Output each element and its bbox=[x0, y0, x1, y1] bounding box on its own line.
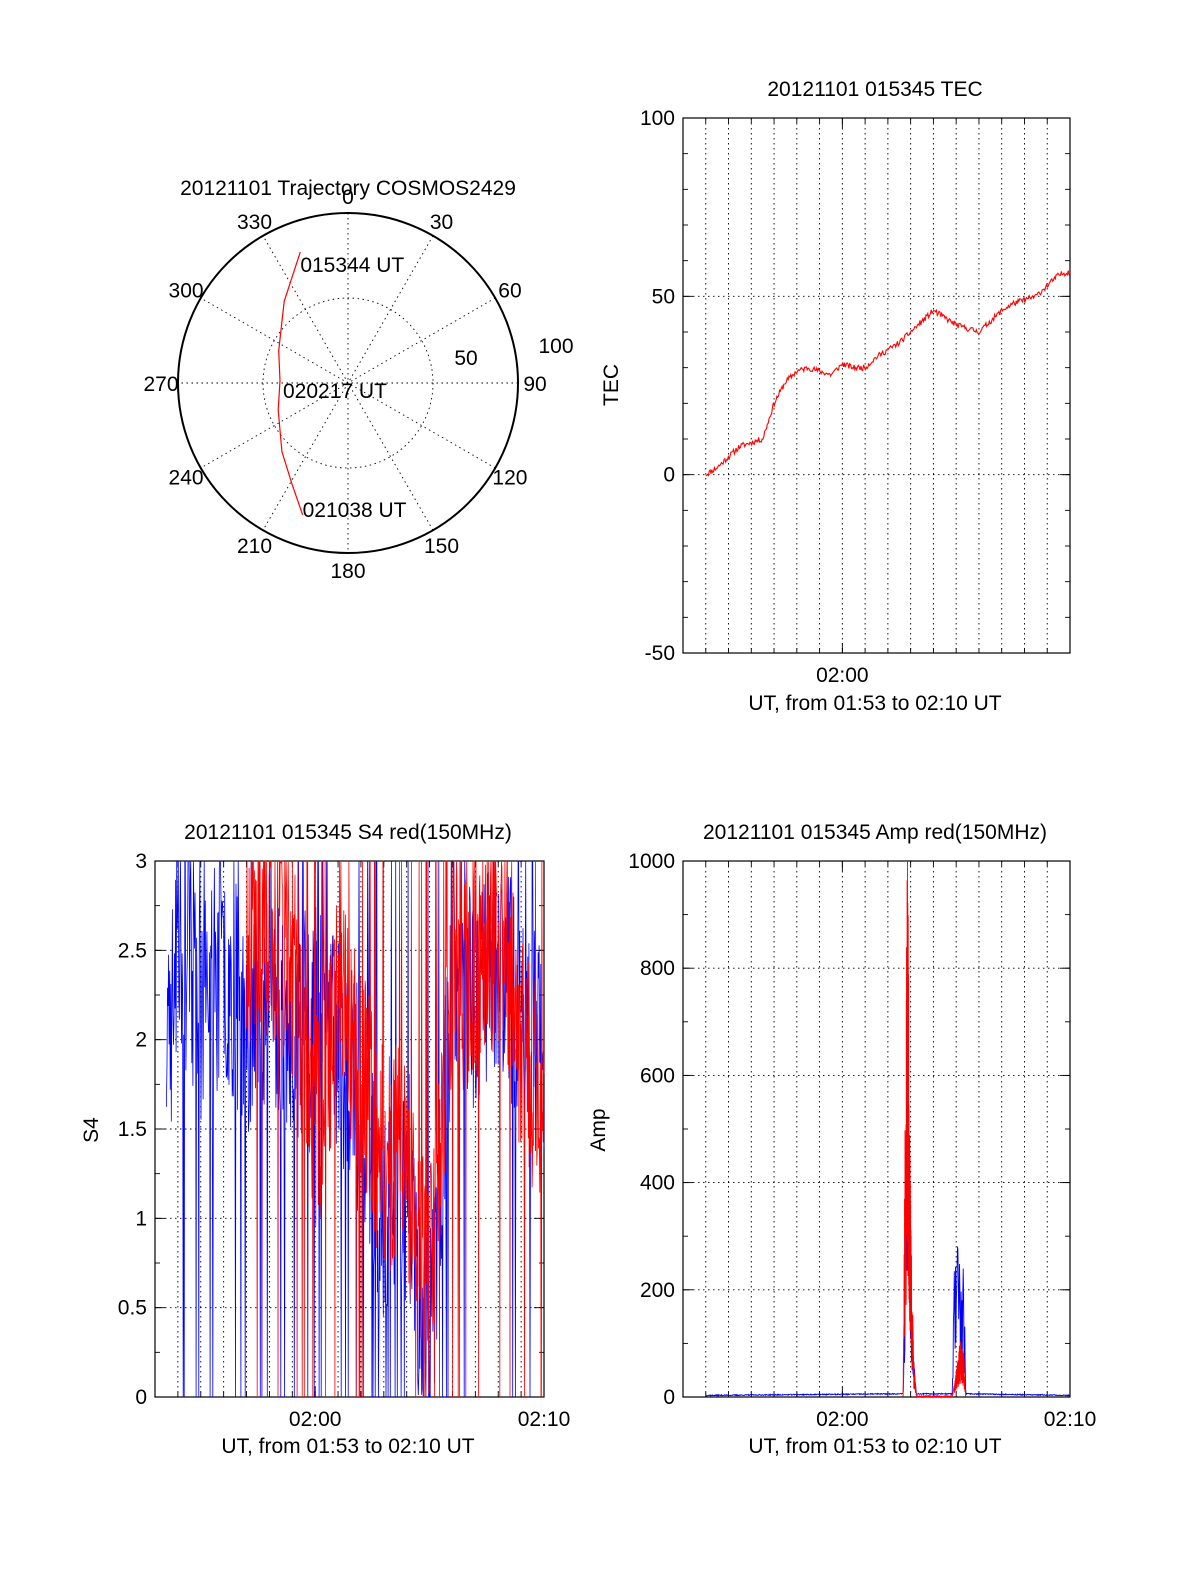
trajectory-end-label: 021038 UT bbox=[303, 499, 407, 522]
polar-ring-50 bbox=[262, 297, 434, 469]
polar-title: 20121101 Trajectory COSMOS2429 bbox=[180, 177, 516, 200]
y-tick-label: 3 bbox=[135, 850, 147, 873]
y-tick-label: 1000 bbox=[628, 850, 675, 873]
tec-ylabel: TEC bbox=[600, 364, 623, 406]
s4-series bbox=[166, 860, 545, 1398]
x-tick-label: 02:10 bbox=[1044, 1408, 1097, 1431]
s4-title: 20121101 015345 S4 red(150MHz) bbox=[184, 821, 512, 844]
azimuth-label-180: 180 bbox=[330, 560, 365, 583]
polar-radial-label-50: 50 bbox=[454, 347, 477, 370]
azimuth-label-240: 240 bbox=[169, 467, 204, 490]
y-tick-label: 50 bbox=[652, 285, 675, 308]
series-line-1 bbox=[246, 860, 545, 1398]
azimuth-label-300: 300 bbox=[169, 280, 204, 303]
y-tick-label: -50 bbox=[645, 642, 675, 665]
azimuth-label-0: 0 bbox=[342, 186, 354, 209]
s4-xlabel: UT, from 01:53 to 02:10 UT bbox=[221, 1435, 474, 1458]
polar-radial-label-100: 100 bbox=[538, 335, 573, 358]
polar-ring-100 bbox=[177, 212, 519, 554]
series-line-0 bbox=[705, 1158, 1071, 1397]
tec-title: 20121101 015345 TEC bbox=[767, 78, 982, 101]
polar-azimuth-labels: 0 30 60 90 120 150 180 210 240 270 300 330 bbox=[143, 186, 546, 583]
azimuth-label-90: 90 bbox=[523, 373, 546, 396]
tec-panel: 20121101 015345 TEC -50 0 50 100 02:00 UT, f… bbox=[600, 78, 1071, 715]
y-tick-label: 2.5 bbox=[118, 939, 147, 962]
tec-series bbox=[705, 270, 1071, 477]
x-tick-label: 02:00 bbox=[289, 1408, 342, 1431]
y-tick-label: 0 bbox=[135, 1386, 147, 1409]
y-tick-label: 1 bbox=[135, 1207, 147, 1230]
amp-ylabel: Amp bbox=[587, 1108, 610, 1151]
amp-xlabel: UT, from 01:53 to 02:10 UT bbox=[748, 1435, 1001, 1458]
y-tick-label: 100 bbox=[640, 107, 675, 130]
y-tick-label: 200 bbox=[640, 1279, 675, 1302]
series-line-0 bbox=[705, 270, 1071, 477]
y-tick-label: 0 bbox=[663, 464, 675, 487]
azimuth-label-30: 30 bbox=[430, 211, 453, 234]
x-tick-label: 02:00 bbox=[816, 1408, 869, 1431]
y-tick-label: 800 bbox=[640, 957, 675, 980]
polar-trajectory-panel: 20121101 Trajectory COSMOS2429 0 30 60 90 12… bbox=[143, 177, 573, 583]
polar-grid bbox=[177, 212, 519, 554]
amp-series bbox=[705, 860, 1071, 1399]
trajectory-start-label: 015344 UT bbox=[300, 254, 404, 277]
polar-spoke bbox=[262, 235, 434, 531]
azimuth-label-270: 270 bbox=[143, 373, 178, 396]
series-line-1 bbox=[902, 860, 967, 1399]
x-tick-label: 02:00 bbox=[816, 664, 869, 687]
azimuth-label-330: 330 bbox=[237, 211, 272, 234]
amp-title: 20121101 015345 Amp red(150MHz) bbox=[703, 821, 1047, 844]
s4-ylabel: S4 bbox=[80, 1117, 103, 1143]
azimuth-label-150: 150 bbox=[424, 535, 459, 558]
trajectory-mid-label: 020217 UT bbox=[283, 380, 387, 403]
plot-frame bbox=[682, 117, 1071, 654]
s4-panel: 20121101 015345 S4 red(150MHz) 0 0.5 1 1.5 2… bbox=[80, 821, 570, 1458]
tec-axes: -50 0 50 100 02:00 bbox=[640, 107, 1071, 687]
y-tick-label: 600 bbox=[640, 1064, 675, 1087]
amp-axes: 0 200 400 600 800 1000 02:00 02:10 bbox=[628, 850, 1096, 1431]
azimuth-label-210: 210 bbox=[237, 535, 272, 558]
y-tick-label: 0 bbox=[663, 1386, 675, 1409]
polar-trajectory-line bbox=[277, 251, 304, 515]
y-tick-label: 2 bbox=[135, 1029, 147, 1052]
tec-xlabel: UT, from 01:53 to 02:10 UT bbox=[748, 692, 1001, 715]
y-tick-label: 1.5 bbox=[118, 1118, 147, 1141]
y-tick-label: 0.5 bbox=[118, 1297, 147, 1320]
azimuth-label-60: 60 bbox=[498, 280, 521, 303]
azimuth-label-120: 120 bbox=[492, 467, 527, 490]
amp-panel: 20121101 015345 Amp red(150MHz) 0 200 400 6… bbox=[587, 821, 1096, 1458]
plot-frame bbox=[682, 860, 1071, 1398]
y-tick-label: 400 bbox=[640, 1172, 675, 1195]
x-tick-label: 02:10 bbox=[518, 1408, 571, 1431]
